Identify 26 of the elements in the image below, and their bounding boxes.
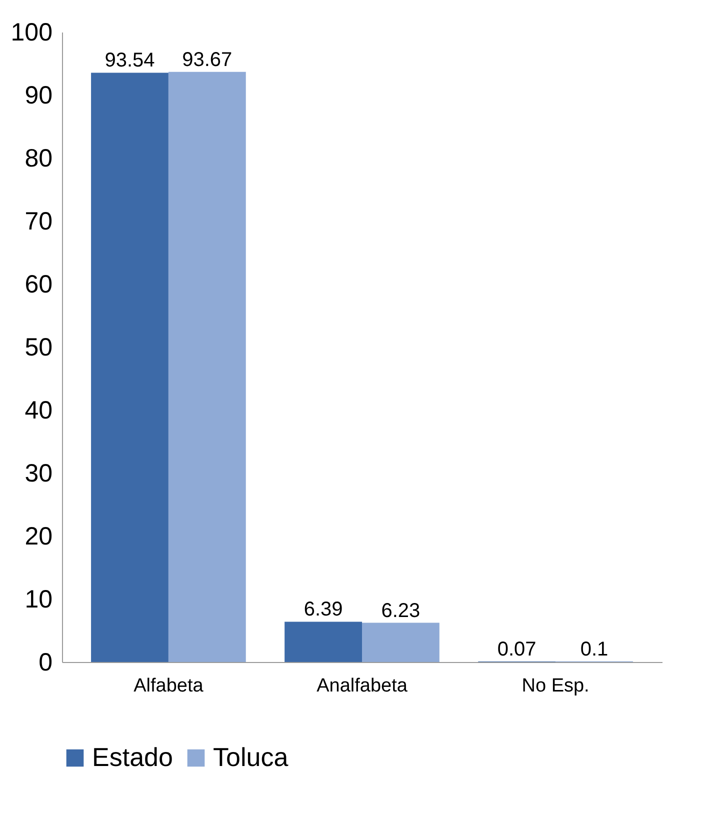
legend-label: Estado (92, 742, 173, 772)
data-label: 0.1 (580, 638, 608, 660)
y-tick-label: 40 (24, 396, 52, 424)
x-tick-label: No Esp. (522, 676, 590, 696)
y-tick-label: 100 (10, 18, 52, 46)
bar (284, 622, 362, 662)
y-tick-label: 60 (24, 270, 52, 298)
bar (362, 622, 440, 662)
x-tick-label: Alfabeta (134, 676, 204, 696)
data-label: 93.54 (104, 50, 155, 72)
y-tick-label: 80 (24, 144, 52, 172)
bar (168, 72, 246, 662)
bar (91, 72, 168, 662)
y-tick-label: 70 (24, 208, 52, 236)
data-label: 0.07 (497, 638, 536, 661)
y-tick-label: 90 (24, 82, 52, 110)
y-tick-label: 20 (24, 522, 52, 550)
y-tick-label: 10 (24, 586, 52, 614)
y-tick-label: 30 (24, 460, 52, 488)
legend-label: Toluca (213, 742, 289, 772)
y-tick-label: 50 (24, 334, 52, 362)
data-label: 93.67 (182, 48, 232, 71)
x-tick-label: Analfabeta (316, 676, 408, 696)
y-tick-label: 0 (38, 648, 52, 676)
data-label: 6.39 (304, 598, 343, 621)
data-label: 6.23 (381, 600, 420, 622)
